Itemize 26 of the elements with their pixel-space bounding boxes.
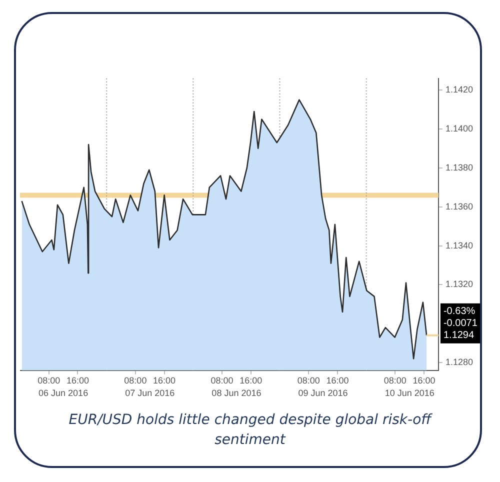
x2-tick-label: 07 Jun 2016 <box>125 388 175 398</box>
x-tick-label: 16:00 <box>412 375 436 386</box>
x-tick-label: 08:00 <box>124 375 147 386</box>
x-tick-label: 08:00 <box>384 375 406 386</box>
y-tick-label: 1.1320 <box>445 279 474 290</box>
x-tick-label: 08:00 <box>297 375 320 386</box>
x-tick-label: 16:00 <box>66 375 89 386</box>
annotation: 1.1294 <box>443 330 474 342</box>
y-tick-label: 1.1280 <box>445 357 474 368</box>
x-tick-label: 08:00 <box>38 375 60 386</box>
y-tick-label: 1.1340 <box>445 240 474 250</box>
text: EUR/USD holds little changed despite global risk-off sentiment <box>68 411 434 450</box>
y-tick-label: 1.1380 <box>445 162 474 172</box>
x2-tick-label: 10 Jun 2016 <box>384 388 434 398</box>
y-tick-label: 1.1360 <box>445 201 474 212</box>
x-tick-label: 08:00 <box>210 375 234 386</box>
text: -0.0071 <box>443 318 478 330</box>
x-tick-label: 16:00 <box>153 375 176 386</box>
x-tick-label: 16:00 <box>326 375 349 386</box>
x2-tick-label: 08 Jun 2016 <box>212 388 262 398</box>
text: -0.63% <box>443 306 476 318</box>
x2-tick-label: 06 Jun 2016 <box>38 388 88 398</box>
x-tick-label: 16:00 <box>240 375 262 386</box>
y-tick-label: 1.1420 <box>445 84 474 95</box>
y-tick-label: 1.1400 <box>445 124 474 134</box>
x2-tick-label: 09 Jun 2016 <box>298 388 348 398</box>
